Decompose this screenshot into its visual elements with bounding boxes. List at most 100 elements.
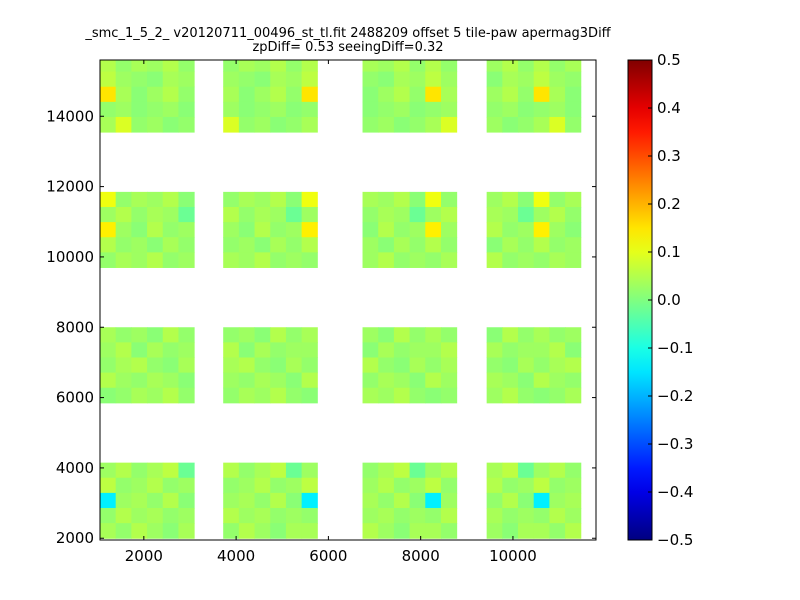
heatmap-cell	[440, 60, 458, 73]
heatmap-cell	[409, 252, 426, 268]
heatmap-cell	[223, 462, 240, 479]
heatmap-cell	[115, 252, 132, 268]
heatmap-cell	[147, 477, 164, 494]
heatmap-cell	[549, 357, 566, 374]
heatmap-cell	[549, 477, 566, 494]
heatmap-cell	[270, 222, 287, 238]
heatmap-cell	[115, 462, 132, 479]
heatmap-cell	[565, 372, 582, 389]
heatmap-cell	[362, 86, 379, 103]
heatmap-cell	[378, 237, 395, 253]
heatmap-cell	[486, 462, 503, 479]
heatmap-cell	[440, 477, 458, 494]
heatmap-cell	[362, 357, 379, 374]
heatmap-cell	[425, 492, 442, 509]
heatmap-cell	[147, 523, 164, 539]
heatmap-cell	[100, 101, 117, 118]
heatmap-cell	[362, 342, 379, 358]
heatmap-cell	[533, 237, 550, 253]
heatmap-cell	[409, 191, 426, 208]
heatmap-cell	[518, 372, 535, 389]
axes-frame	[99, 59, 597, 541]
heatmap-cell	[393, 372, 411, 389]
heatmap-cell	[565, 492, 582, 509]
heatmap-cell	[178, 86, 195, 103]
heatmap-cell	[518, 116, 535, 133]
heatmap-cell	[285, 101, 303, 118]
heatmap-cell	[393, 357, 411, 374]
heatmap-cell	[100, 327, 117, 343]
axis-ticks: 2000 4000 6000 8000 10000 2000 4000 6000 8000 100…	[46, 60, 596, 565]
heatmap-cell	[362, 101, 379, 118]
heatmap-cell	[131, 60, 148, 73]
heatmap-cell	[301, 222, 318, 238]
heatmap-cell	[147, 492, 164, 509]
heatmap-cell	[301, 372, 318, 389]
heatmap-cell	[115, 327, 132, 343]
heatmap-cell	[393, 222, 411, 238]
heatmap-cell	[565, 508, 582, 524]
heatmap-cell	[440, 191, 458, 208]
heatmap-cell	[301, 206, 318, 223]
heatmap-cell	[301, 116, 318, 133]
colorbar-tick-label: 0.4	[657, 99, 681, 117]
heatmap-cell	[502, 86, 519, 103]
heatmap-cell	[131, 523, 148, 539]
heatmap-cell	[223, 206, 240, 223]
heatmap-cell	[409, 342, 426, 358]
heatmap-cell	[549, 387, 566, 404]
heatmap-cell	[378, 206, 395, 223]
heatmap-cell	[162, 222, 179, 238]
heatmap-cell	[254, 523, 271, 539]
heatmap-cell	[486, 60, 503, 73]
heatmap-cell	[238, 492, 256, 509]
heatmap-cell	[223, 101, 240, 118]
heatmap-cell	[131, 191, 148, 208]
heatmap-cell	[238, 237, 256, 253]
heatmap-cell	[549, 237, 566, 253]
heatmap-cell	[533, 327, 550, 343]
heatmap-cell	[100, 86, 117, 103]
heatmap-cell	[362, 252, 379, 268]
heatmap-cell	[301, 387, 318, 404]
heatmap-cell	[425, 387, 442, 404]
heatmap-cell	[178, 237, 195, 253]
y-tick-label: 12000	[46, 178, 94, 196]
heatmap-cell	[238, 86, 256, 103]
heatmap-cell	[178, 342, 195, 358]
heatmap-cell	[162, 206, 179, 223]
heatmap-cell	[223, 252, 240, 268]
heatmap-cell	[254, 357, 271, 374]
heatmap-cell	[162, 462, 179, 479]
heatmap-cell	[518, 191, 535, 208]
heatmap-cell	[565, 206, 582, 223]
heatmap-cell	[486, 191, 503, 208]
heatmap-cell	[502, 206, 519, 223]
heatmap-cell	[409, 101, 426, 118]
heatmap-cell	[162, 101, 179, 118]
heatmap-cell	[301, 237, 318, 253]
heatmap-cell	[285, 86, 303, 103]
heatmap-cell	[254, 462, 271, 479]
heatmap-cell	[270, 372, 287, 389]
heatmap-cell	[285, 372, 303, 389]
heatmap-cell	[223, 237, 240, 253]
heatmap-cell	[502, 508, 519, 524]
heatmap-cell	[486, 71, 503, 88]
heatmap-cell	[425, 86, 442, 103]
heatmap-cell	[223, 372, 240, 389]
heatmap-cell	[362, 60, 379, 73]
heatmap-cell	[162, 387, 179, 404]
heatmap-cell	[131, 372, 148, 389]
heatmap-cell	[223, 523, 240, 539]
heatmap-cell	[285, 116, 303, 133]
heatmap-cell	[486, 327, 503, 343]
heatmap-cell	[502, 60, 519, 73]
heatmap-cell	[378, 116, 395, 133]
heatmap-cell	[131, 252, 148, 268]
heatmap-cell	[486, 387, 503, 404]
heatmap-cell	[270, 101, 287, 118]
heatmap-cell	[393, 191, 411, 208]
heatmap-cell	[100, 523, 117, 539]
heatmap-cell	[518, 206, 535, 223]
